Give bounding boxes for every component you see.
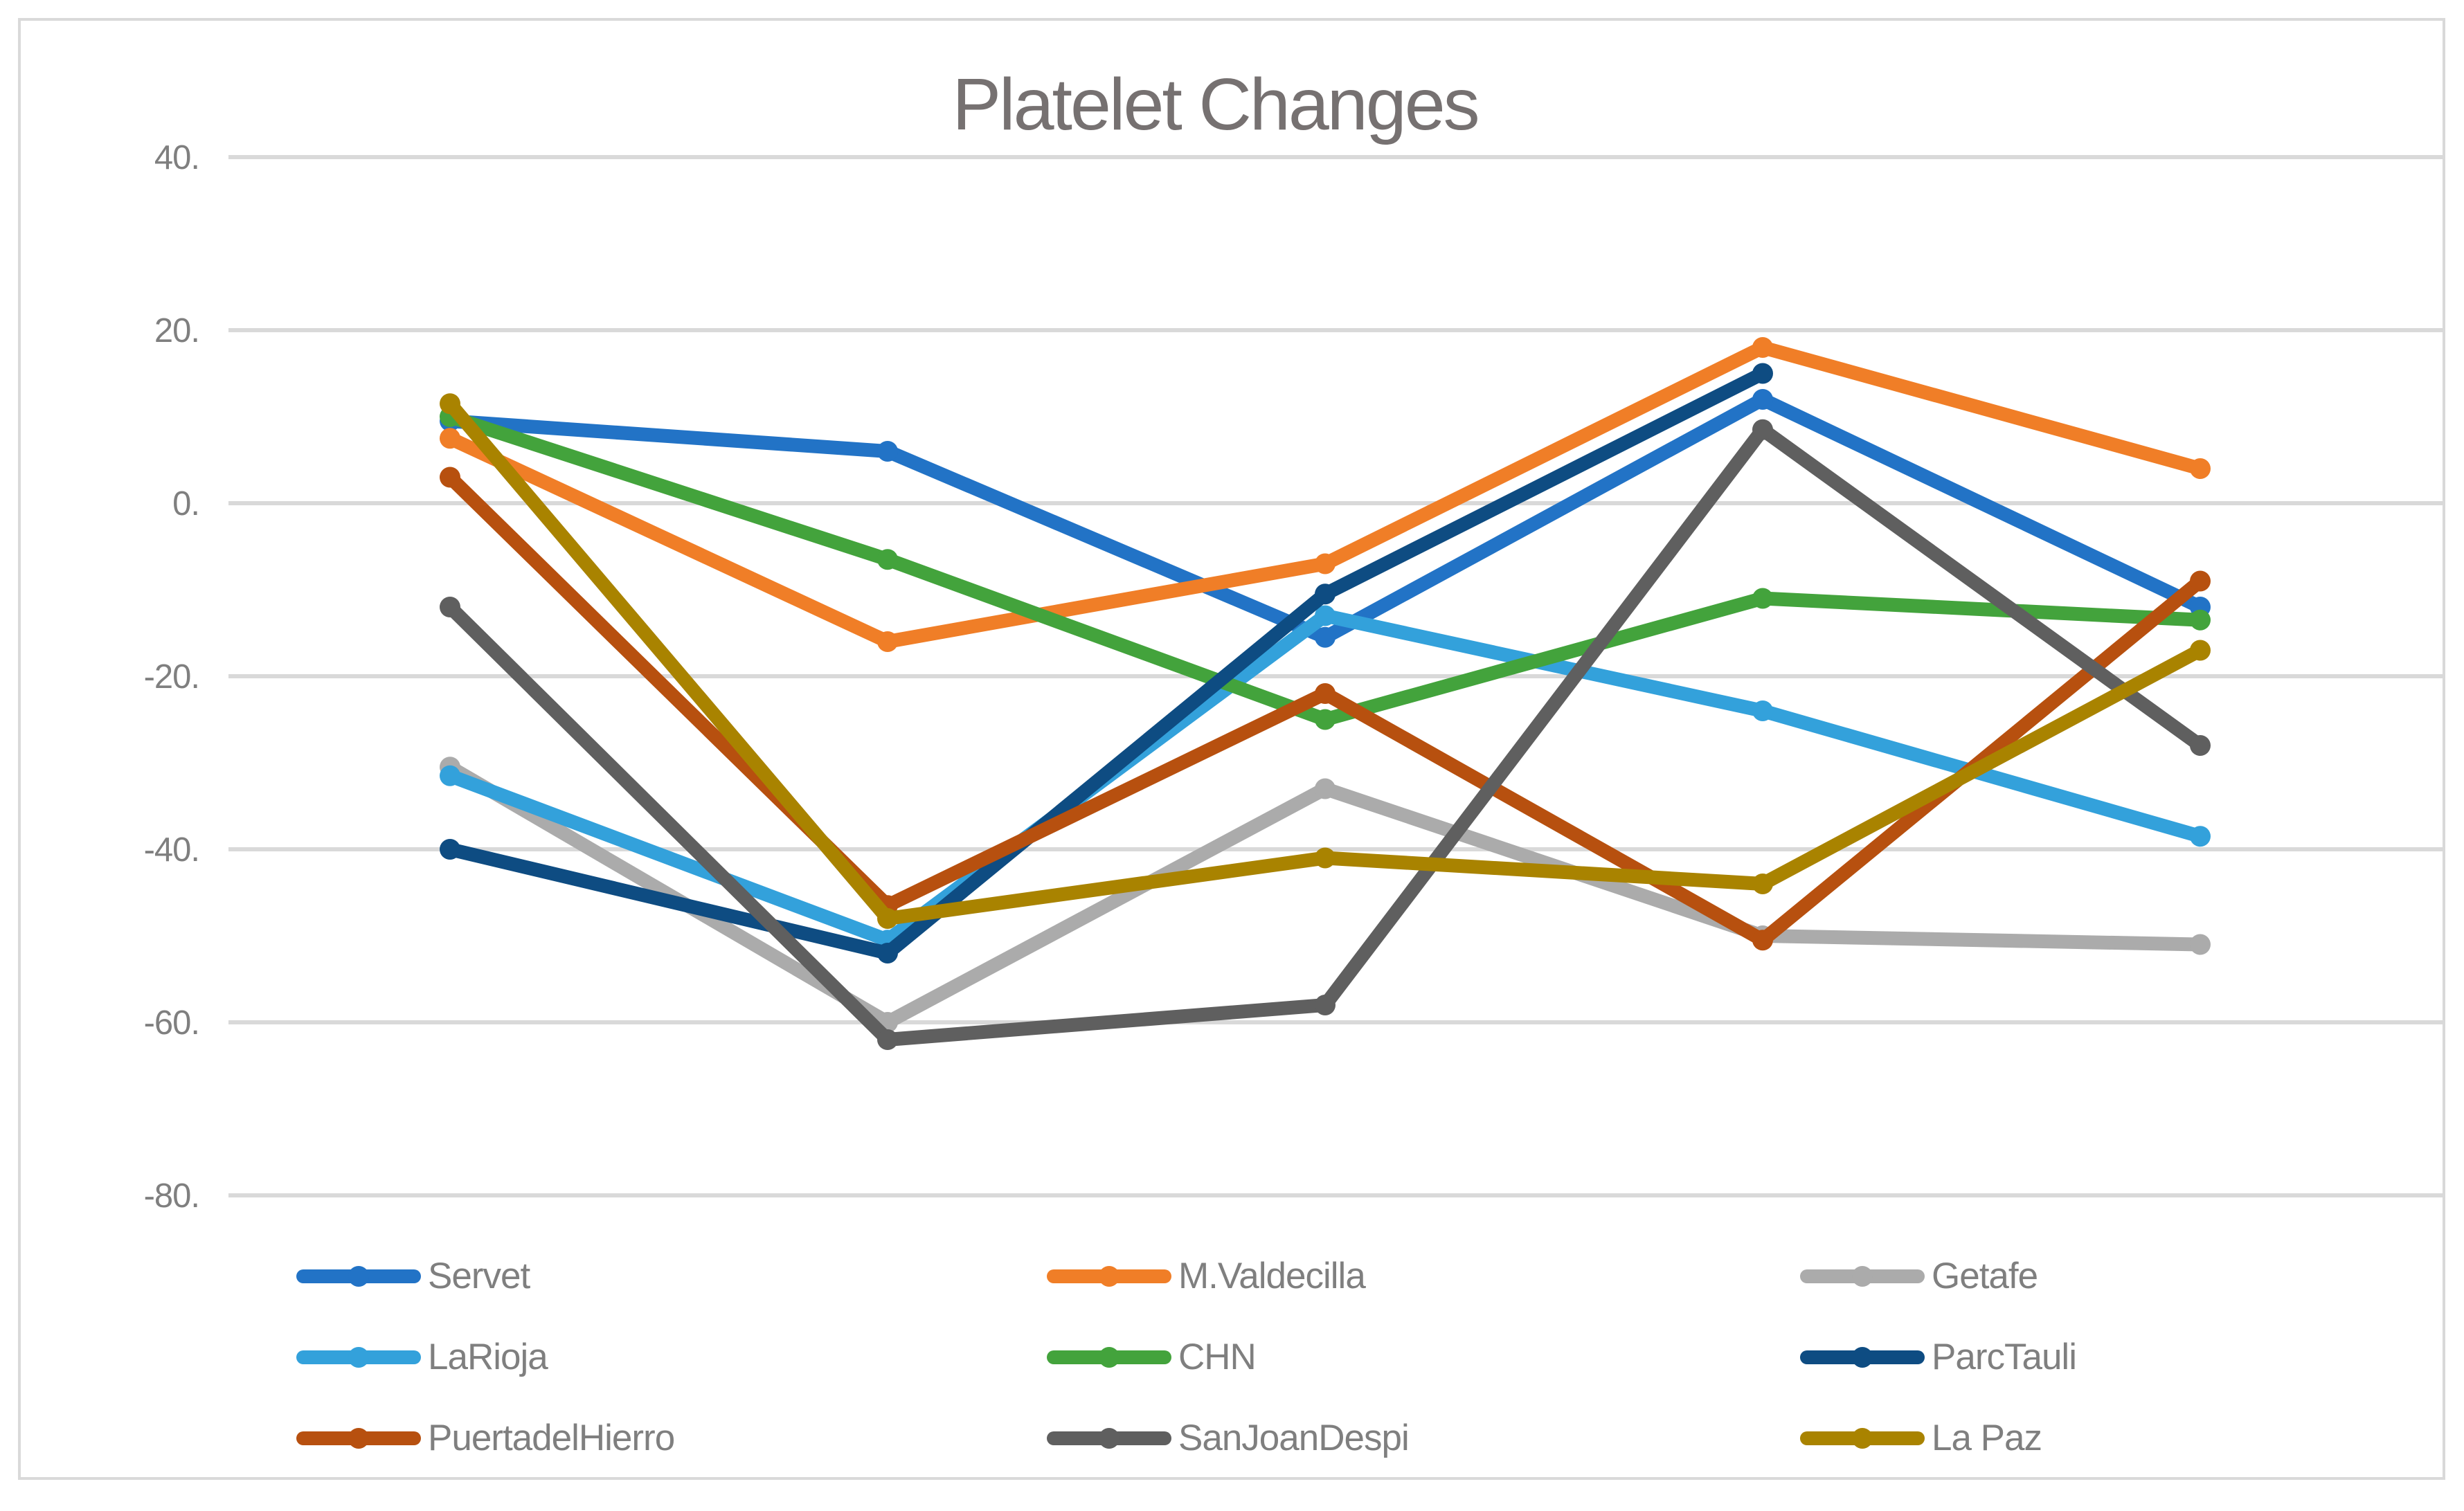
data-point-chn (1752, 588, 1773, 609)
data-point-sanjoandespi (1752, 419, 1773, 440)
legend-marker-chn (1047, 1346, 1171, 1368)
legend-dot (1099, 1265, 1119, 1287)
legend-label-getafe: Getafe (1932, 1256, 2038, 1296)
data-point-servet (1752, 389, 1773, 410)
legend-marker-puertadelhierro (296, 1427, 421, 1449)
legend-dot (1852, 1346, 1873, 1368)
legend-label-larioja: LaRioja (428, 1337, 548, 1377)
data-point-servet (1315, 626, 1336, 648)
data-point-la-paz (1315, 847, 1336, 869)
chart-border (18, 18, 2445, 1480)
data-point-chn (877, 549, 898, 570)
series-line-parctauli (443, 366, 1770, 960)
y-tick-label: -60. (144, 1004, 199, 1042)
legend-item-la-paz[interactable]: La Paz (1800, 1417, 2332, 1459)
legend-item-chn[interactable]: CHN (1047, 1336, 1800, 1378)
data-point-m-valdecilla (877, 631, 898, 652)
legend-label-m-valdecilla: M.Valdecilla (1178, 1256, 1366, 1296)
legend-item-parctauli[interactable]: ParcTauli (1800, 1336, 2332, 1378)
data-point-sanjoandespi (2190, 735, 2211, 756)
legend-label-chn: CHN (1178, 1337, 1257, 1377)
chart-title: Platelet Changes (952, 64, 1477, 145)
legend-item-larioja[interactable]: LaRioja (296, 1336, 1047, 1378)
legend-label-la-paz: La Paz (1932, 1418, 2042, 1458)
legend-label-servet: Servet (428, 1256, 530, 1296)
series-lines (440, 337, 2211, 1050)
legend-marker-sanjoandespi (1047, 1427, 1171, 1449)
y-tick-label: 0. (172, 485, 199, 523)
legend-marker-getafe (1800, 1265, 1925, 1287)
data-point-la-paz (1752, 874, 1773, 894)
data-point-la-paz (2190, 640, 2211, 661)
data-point-getafe (1315, 778, 1336, 799)
y-tick-label: 20. (154, 312, 199, 350)
data-point-la-paz (440, 393, 460, 415)
data-point-chn (2190, 609, 2211, 631)
data-point-m-valdecilla (2190, 458, 2211, 479)
data-point-getafe (2190, 934, 2211, 955)
legend-label-parctauli: ParcTauli (1932, 1337, 2077, 1377)
y-tick-label: -40. (144, 831, 199, 869)
data-point-parctauli (877, 943, 898, 963)
legend-marker-m-valdecilla (1047, 1265, 1171, 1287)
y-tick-label: 40. (154, 139, 199, 177)
data-point-parctauli (440, 839, 460, 860)
legend-marker-la-paz (1800, 1427, 1925, 1449)
y-axis-labels: 40. 20. 0. -20. -40. -60. -80. (144, 139, 200, 1215)
legend-item-sanjoandespi[interactable]: SanJoanDespi (1047, 1417, 1800, 1459)
legend-dot (348, 1265, 369, 1287)
data-point-m-valdecilla (1752, 337, 1773, 358)
data-point-larioja (1752, 700, 1773, 721)
legend-dot (1852, 1427, 1873, 1449)
legend-label-sanjoandespi: SanJoanDespi (1178, 1418, 1410, 1458)
y-tick-label: -20. (144, 658, 199, 696)
data-point-sanjoandespi (440, 597, 460, 617)
legend-marker-parctauli (1800, 1346, 1925, 1368)
legend-dot (348, 1346, 369, 1368)
legend-item-m-valdecilla[interactable]: M.Valdecilla (1047, 1255, 1800, 1297)
data-point-chn (1315, 709, 1336, 730)
legend-marker-servet (296, 1265, 421, 1287)
legend-item-getafe[interactable]: Getafe (1800, 1255, 2332, 1297)
legend-dot (1099, 1427, 1119, 1449)
legend-dot (1852, 1265, 1873, 1287)
legend-item-servet[interactable]: Servet (296, 1255, 1047, 1297)
legend-dot (348, 1427, 369, 1449)
legend: Servet M.Valdecilla Getafe LaRioja CHN ParcTa… (296, 1236, 2332, 1478)
legend-label-puertadelhierro: PuertadelHierro (428, 1418, 675, 1458)
data-point-puertadelhierro (440, 467, 460, 488)
data-point-parctauli (1752, 363, 1773, 384)
legend-item-puertadelhierro[interactable]: PuertadelHierro (296, 1417, 1047, 1459)
data-point-larioja (1315, 605, 1336, 626)
legend-marker-larioja (296, 1346, 421, 1368)
data-point-puertadelhierro (1315, 683, 1336, 704)
data-point-m-valdecilla (1315, 553, 1336, 574)
data-point-puertadelhierro (2190, 570, 2211, 592)
data-point-la-paz (877, 908, 898, 929)
data-point-puertadelhierro (1752, 930, 1773, 951)
series-line-larioja (443, 608, 2207, 948)
data-point-sanjoandespi (877, 1029, 898, 1050)
data-point-larioja (2190, 826, 2211, 847)
y-tick-label: -80. (144, 1177, 199, 1215)
legend-dot (1099, 1346, 1119, 1368)
data-point-sanjoandespi (1315, 995, 1336, 1015)
data-point-parctauli (1315, 583, 1336, 605)
data-point-larioja (440, 765, 460, 786)
data-point-m-valdecilla (440, 428, 460, 449)
data-point-servet (877, 441, 898, 462)
